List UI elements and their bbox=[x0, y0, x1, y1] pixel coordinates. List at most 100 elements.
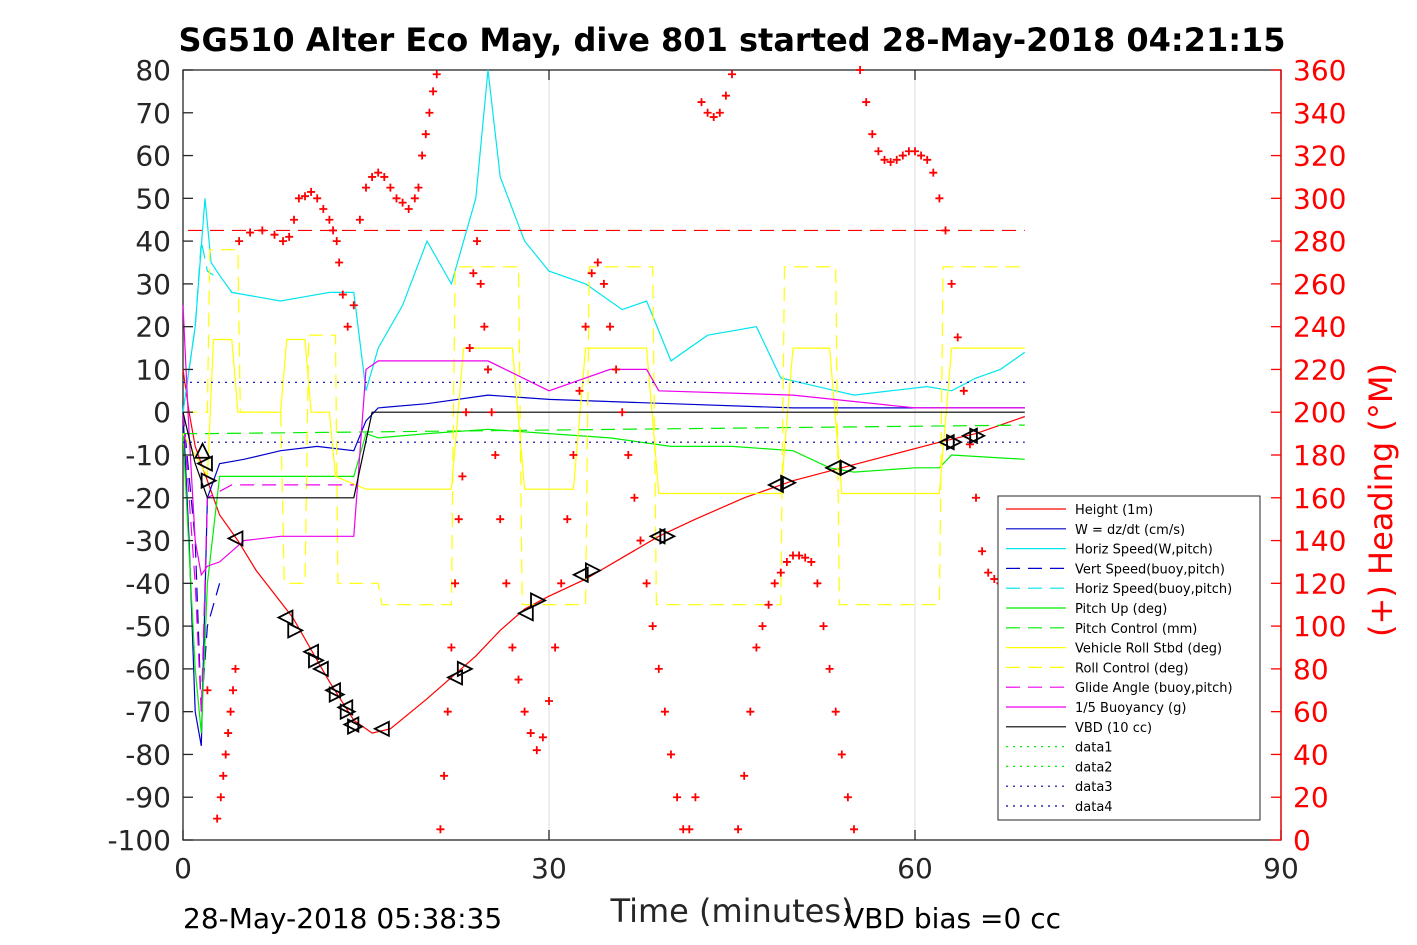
heading-marker bbox=[465, 344, 474, 353]
heading-marker bbox=[801, 553, 810, 562]
heading-marker bbox=[545, 696, 553, 705]
triangle-marker bbox=[276, 609, 294, 627]
legend-label: Height (1m) bbox=[1075, 503, 1153, 518]
heading-marker bbox=[226, 707, 235, 716]
legend-label: data3 bbox=[1075, 780, 1113, 795]
heading-marker bbox=[219, 771, 228, 780]
axis-ticks: 0 30 60 9080706050403020100-10-20-30-40-50-… bbox=[107, 54, 1346, 885]
heading-marker bbox=[386, 183, 395, 192]
heading-marker bbox=[246, 228, 255, 237]
legend-label: data4 bbox=[1075, 800, 1113, 815]
heading-marker bbox=[462, 408, 471, 417]
y2-tick-label: 320 bbox=[1293, 140, 1346, 173]
y2-tick-label: 300 bbox=[1293, 182, 1346, 215]
heading-marker bbox=[458, 472, 467, 481]
heading-marker bbox=[752, 643, 761, 652]
heading-marker bbox=[843, 793, 852, 802]
y2-tick-label: 180 bbox=[1293, 439, 1346, 472]
legend-label: Vehicle Roll Stbd (deg) bbox=[1075, 642, 1222, 657]
heading-marker bbox=[606, 322, 614, 331]
heading-marker bbox=[436, 825, 445, 834]
triangle-marker bbox=[311, 660, 329, 678]
series-line bbox=[182, 412, 221, 712]
heading-marker bbox=[368, 172, 377, 181]
heading-marker bbox=[231, 664, 240, 673]
triangle-marker bbox=[446, 668, 463, 686]
heading-marker bbox=[374, 168, 383, 177]
y2-tick-label: 140 bbox=[1293, 525, 1346, 558]
heading-marker bbox=[831, 707, 840, 716]
heading-marker bbox=[213, 814, 222, 823]
triangle-marker bbox=[530, 591, 548, 609]
heading-marker bbox=[941, 226, 950, 235]
heading-marker bbox=[484, 365, 492, 374]
triangle-marker bbox=[648, 527, 666, 545]
heading-markers bbox=[203, 66, 1011, 834]
heading-marker bbox=[414, 183, 423, 192]
heading-marker bbox=[404, 205, 413, 214]
legend: Height (1m) W = dz/dt (cm/s) Horiz Speed(W… bbox=[997, 495, 1261, 821]
heading-marker bbox=[319, 205, 328, 214]
y2-tick-label: 60 bbox=[1293, 696, 1329, 729]
heading-marker bbox=[392, 194, 401, 203]
heading-marker bbox=[338, 290, 347, 299]
heading-marker bbox=[868, 130, 877, 139]
heading-marker bbox=[235, 237, 244, 246]
heading-marker bbox=[229, 686, 238, 695]
y2-tick-label: 80 bbox=[1293, 653, 1329, 686]
heading-marker bbox=[685, 825, 694, 834]
y-tick-label: -60 bbox=[125, 653, 171, 686]
heading-marker bbox=[491, 451, 500, 459]
x-tick-label: 30 bbox=[531, 852, 567, 885]
y-tick-label: 40 bbox=[135, 225, 171, 258]
chart-title: SG510 Alter Eco May, dive 801 started 28… bbox=[178, 21, 1285, 59]
legend-label: 1/5 Buoyancy (g) bbox=[1075, 701, 1186, 716]
heading-marker bbox=[476, 279, 485, 288]
heading-marker bbox=[355, 215, 364, 224]
heading-marker bbox=[587, 269, 596, 278]
heading-marker bbox=[532, 746, 541, 755]
heading-marker bbox=[432, 70, 441, 79]
heading-marker bbox=[332, 237, 341, 246]
heading-marker bbox=[911, 147, 919, 156]
heading-marker bbox=[880, 155, 889, 164]
heading-marker bbox=[959, 386, 968, 395]
y2-tick-label: 0 bbox=[1293, 824, 1311, 857]
y-tick-label: 0 bbox=[153, 396, 171, 429]
heading-marker bbox=[487, 408, 496, 417]
series-line bbox=[182, 305, 1025, 577]
heading-marker bbox=[599, 279, 608, 288]
triangle-marker bbox=[585, 562, 602, 579]
heading-marker bbox=[697, 98, 706, 107]
legend-label: VBD (10 cc) bbox=[1075, 721, 1152, 736]
y-tick-label: 60 bbox=[135, 140, 171, 173]
heading-marker bbox=[667, 750, 675, 759]
series-line bbox=[182, 394, 1025, 747]
heading-marker bbox=[947, 279, 956, 288]
heading-marker bbox=[715, 108, 724, 117]
triangle-marker bbox=[780, 474, 798, 492]
y-tick-label: -20 bbox=[125, 482, 171, 515]
heading-marker bbox=[758, 622, 767, 631]
y2-tick-label: 360 bbox=[1293, 54, 1346, 87]
heading-marker bbox=[557, 579, 566, 588]
y2-tick-label: 100 bbox=[1293, 610, 1346, 643]
heading-marker bbox=[612, 365, 621, 374]
heading-marker bbox=[563, 515, 572, 524]
triangle-marker bbox=[516, 604, 534, 622]
heading-marker bbox=[285, 232, 294, 241]
y-tick-label: 70 bbox=[135, 97, 171, 130]
heading-marker bbox=[776, 568, 785, 577]
heading-marker bbox=[929, 168, 938, 177]
heading-marker bbox=[538, 733, 547, 742]
heading-marker bbox=[496, 515, 505, 524]
series-line bbox=[182, 428, 1025, 734]
legend-label: data2 bbox=[1075, 760, 1113, 775]
heading-marker bbox=[443, 707, 452, 716]
legend-label: Roll Control (deg) bbox=[1075, 661, 1189, 676]
y-tick-label: 80 bbox=[135, 54, 171, 87]
series-line bbox=[183, 249, 1025, 606]
y-tick-label: -10 bbox=[125, 439, 171, 472]
heading-marker bbox=[362, 183, 370, 192]
